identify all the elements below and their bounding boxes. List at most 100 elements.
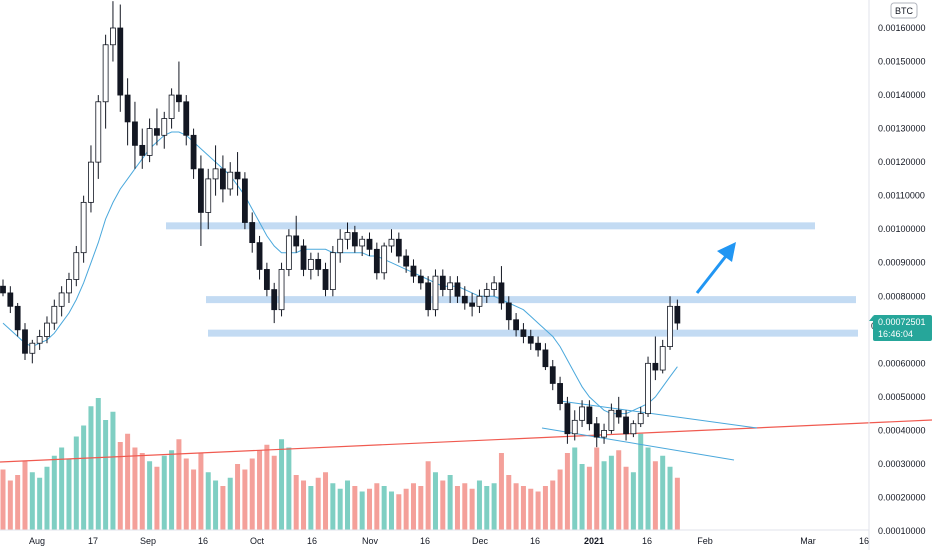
volume-bar xyxy=(191,469,197,530)
volume-bar xyxy=(176,439,182,530)
candle-body xyxy=(88,161,94,203)
candle-body xyxy=(579,406,585,421)
price-tick-label: 0.00160000 xyxy=(878,23,926,33)
candle-body xyxy=(381,245,388,274)
volume-bar xyxy=(242,469,248,530)
volume-bar xyxy=(410,483,416,530)
candle-body xyxy=(373,248,380,274)
volume-bar xyxy=(249,458,255,530)
volume-bar xyxy=(388,491,394,530)
candle-body xyxy=(95,101,102,163)
time-tick-label: Oct xyxy=(250,536,265,546)
candle-body xyxy=(219,168,226,190)
time-tick-label: Nov xyxy=(362,536,379,546)
volume-bar xyxy=(506,475,512,530)
candle-body xyxy=(117,27,124,96)
volume-bar xyxy=(528,488,534,530)
volume-bar xyxy=(630,472,636,530)
candle-body xyxy=(154,128,160,136)
volume-bar xyxy=(652,461,658,530)
candle-body xyxy=(549,366,556,384)
volume-bar xyxy=(205,472,211,530)
volume-bar xyxy=(645,447,651,530)
candle-body xyxy=(542,349,549,368)
volume-bar xyxy=(7,480,13,530)
resistance-zone xyxy=(166,222,815,230)
candle-body xyxy=(110,27,116,46)
candle-body xyxy=(439,275,446,290)
volume-bar xyxy=(594,447,600,530)
candle-body xyxy=(564,403,571,435)
time-tick-label: 17 xyxy=(88,536,98,546)
candle-body xyxy=(652,362,659,371)
price-axis[interactable]: 0.00160000 0.00150000 0.00140000 0.00130000… xyxy=(878,23,926,536)
candle-body xyxy=(513,319,519,331)
candle-body xyxy=(278,269,285,311)
trend-line xyxy=(0,419,932,463)
volume-bar xyxy=(29,472,35,530)
resistance-zone xyxy=(206,296,856,304)
volume-bar xyxy=(110,411,116,530)
candle-body xyxy=(212,168,219,180)
volume-bar xyxy=(660,455,666,530)
volume-bar xyxy=(674,477,680,530)
candle-body xyxy=(623,416,629,435)
volume-bar xyxy=(183,458,189,530)
candle-body xyxy=(329,252,336,290)
candle-body xyxy=(344,232,351,240)
candle-body xyxy=(300,245,307,270)
horizontal-zones xyxy=(166,222,858,337)
currency-badge[interactable]: BTC xyxy=(890,2,918,19)
volume-bar xyxy=(557,469,563,530)
resistance-zone xyxy=(208,329,858,337)
candle-body xyxy=(498,282,505,304)
volume-bar xyxy=(169,450,175,530)
price-tick-label: 0.00090000 xyxy=(878,258,926,268)
volume-bar xyxy=(542,486,548,530)
candle-body xyxy=(630,423,637,435)
time-tick-label: 16 xyxy=(198,536,208,546)
volume-bar xyxy=(227,477,233,530)
volume-bar xyxy=(447,475,453,530)
price-tick-label: 0.00130000 xyxy=(878,124,926,134)
arrow-drawing xyxy=(695,242,736,294)
arrow-head xyxy=(717,242,736,262)
price-tick-label: 0.00080000 xyxy=(878,291,926,301)
candle-body xyxy=(322,269,329,290)
candle-body xyxy=(674,305,681,324)
candle-body xyxy=(146,128,153,156)
volume-bar xyxy=(608,455,614,530)
candle-body xyxy=(337,238,344,254)
candle-body xyxy=(198,168,204,213)
volume-bar xyxy=(95,398,101,530)
candle-body xyxy=(73,252,80,280)
channel-upper-line xyxy=(559,400,758,429)
volume-bar xyxy=(308,486,314,530)
volume-bar xyxy=(0,469,6,530)
volume-bar xyxy=(520,486,526,530)
volume-bar xyxy=(572,447,578,530)
candle-body xyxy=(66,279,72,294)
volume-bar xyxy=(345,480,351,530)
candle-body xyxy=(483,289,490,297)
candle-body xyxy=(0,285,6,294)
volume-bar xyxy=(22,461,28,530)
time-tick-label: 16 xyxy=(530,536,540,546)
time-tick-label: 16 xyxy=(420,536,430,546)
volume-bar xyxy=(403,488,409,530)
volume-bar xyxy=(337,488,343,530)
volume-bar xyxy=(235,464,241,530)
candle-body xyxy=(395,238,402,257)
candle-body xyxy=(615,409,622,418)
price-tick-label: 0.00140000 xyxy=(878,90,926,100)
candle-body xyxy=(469,302,476,307)
candle-body xyxy=(425,282,432,311)
candle-body xyxy=(168,94,175,119)
candle-body xyxy=(637,413,644,425)
candle-body xyxy=(403,255,410,267)
time-axis[interactable]: Aug 17 Sep 16 Oct 16 Nov 16 Dec 16 2021 16 Feb Mar 16 xyxy=(29,536,869,546)
candle-body xyxy=(315,258,322,270)
volume-bar xyxy=(623,466,629,530)
current-price-label: 0.00072501 xyxy=(878,317,926,327)
